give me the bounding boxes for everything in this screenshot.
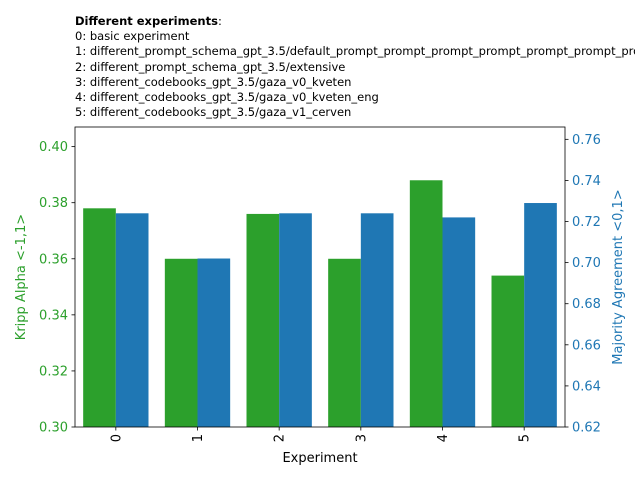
right-tick-label: 0.68 [572,297,601,312]
right-tick-label: 0.66 [572,338,601,353]
left-tick-label: 0.38 [39,196,68,211]
legend-title-bold: Different experiments [75,14,218,28]
bar-right-0 [115,213,149,427]
right-tick-label: 0.76 [572,133,601,148]
legend-line-2: 2: different_prompt_schema_gpt_3.5/exten… [75,59,346,74]
x-tick-label: 3 [354,434,369,442]
right-tick-label: 0.70 [572,256,601,271]
bar-left-4 [409,180,443,427]
left-tick-label: 0.36 [39,252,68,267]
x-tick-label: 1 [191,434,206,442]
legend-line-4: 4: different_codebooks_gpt_3.5/gaza_v0_k… [75,90,379,105]
right-axis-ticks: 0.62 0.64 0.66 0.68 0.70 0.72 0.74 0.76 [565,133,601,436]
legend-line-3: 3: different_codebooks_gpt_3.5/gaza_v0_k… [75,74,352,89]
left-tick-label: 0.34 [39,308,68,323]
legend-line-1: 1: different_prompt_schema_gpt_3.5/defau… [75,44,635,59]
x-tick-label: 2 [273,434,288,442]
left-tick-label: 0.40 [39,140,68,155]
legend-title-colon: : [217,14,222,28]
bars-group [83,180,557,427]
right-tick-label: 0.62 [572,421,601,436]
legend-line-5: 5: different_codebooks_gpt_3.5/gaza_v1_c… [75,105,352,120]
plot-area-border [74,126,566,428]
x-tick-label: 5 [518,434,533,442]
left-axis-ticks: 0.30 0.32 0.34 0.36 0.38 0.40 [39,140,75,436]
legend-line-0: 0: basic experiment [75,29,190,44]
x-axis-ticks: 0 1 2 3 4 5 [109,427,533,442]
right-tick-label: 0.72 [572,215,601,230]
left-y-axis-label: Kripp Alpha <-1,1> [14,214,29,340]
x-axis-label: Experiment [282,451,357,466]
bar-right-4 [442,217,476,427]
x-tick-label: 0 [109,434,124,442]
axes-frame [74,126,566,428]
left-tick-label: 0.30 [39,421,68,436]
bar-right-3 [360,213,394,427]
right-y-axis-label: Majority Agreement <0,1> [611,189,626,364]
x-tick-label: 4 [436,434,451,442]
right-tick-label: 0.64 [572,379,601,394]
experiments-legend-text: Different experiments: 0: basic experime… [75,14,635,120]
bar-left-3 [328,258,361,427]
bar-left-5 [491,275,525,427]
bar-left-0 [83,208,116,427]
bar-left-2 [246,213,280,427]
bar-right-5 [524,203,557,427]
right-tick-label: 0.74 [572,174,601,189]
bar-right-1 [197,258,231,427]
left-tick-label: 0.32 [39,364,68,379]
bar-right-2 [279,213,312,427]
bar-left-1 [164,258,198,427]
legend-title: Different experiments: [75,14,635,29]
